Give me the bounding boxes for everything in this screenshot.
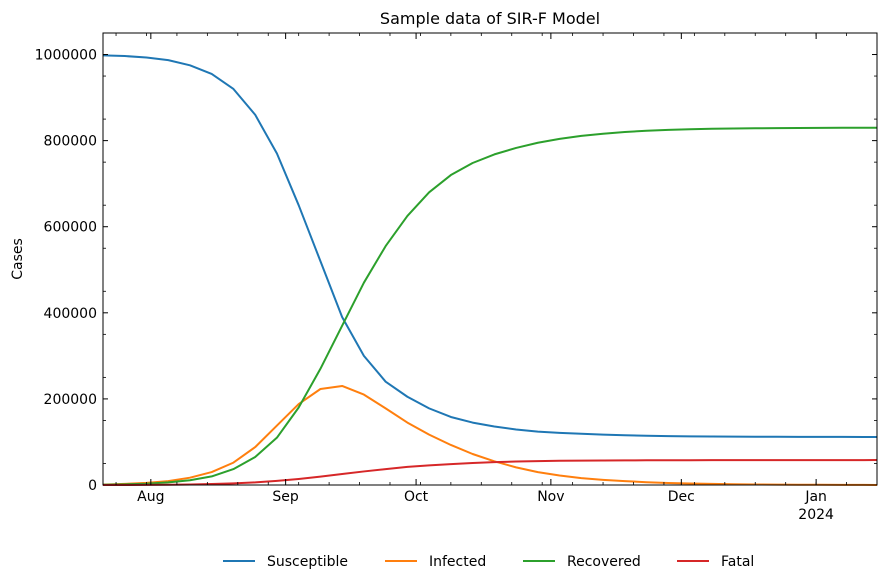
y-axis-label: Cases [10,238,26,280]
x-tick-label: Jan [804,489,827,505]
legend-label-recovered: Recovered [567,554,641,570]
legend-label-infected: Infected [429,554,486,570]
series-layer [102,54,878,486]
y-tick-label: 1000000 [35,48,97,64]
x-axis: Aug Sep Oct Nov Dec Jan 2024 [115,33,878,523]
y-tick-label: 200000 [44,392,97,408]
y-axis: 0 200000 400000 600000 800000 1000000 [35,48,877,494]
legend: Susceptible Infected Recovered Fatal [223,554,754,570]
series-line-recovered [102,126,878,486]
y-tick-label: 600000 [44,220,97,236]
legend-label-susceptible: Susceptible [267,554,348,570]
series-line-fatal [102,459,878,486]
y-tick-label: 400000 [44,306,97,322]
x-tick-label: Nov [537,489,564,505]
x-tick-label: Oct [404,489,429,505]
x-tick-label: Aug [137,489,164,505]
series-line-susceptible [102,54,878,438]
x-tick-label: Sep [272,489,299,505]
series-line-infected [102,384,878,486]
y-tick-label: 0 [88,478,97,494]
legend-label-fatal: Fatal [721,554,754,570]
plot-area-frame [102,32,878,486]
y-tick-label: 800000 [44,134,97,150]
chart-title: Sample data of SIR-F Model [380,9,600,28]
x-tick-label: Dec [668,489,695,505]
x-tick-sublabel: 2024 [798,507,834,523]
